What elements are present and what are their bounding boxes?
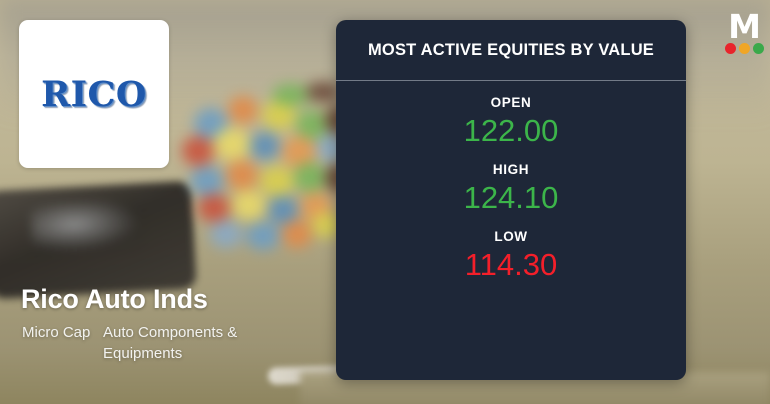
stat-value: 122.00 xyxy=(463,113,559,148)
candy-blob xyxy=(250,132,280,160)
candy-blob xyxy=(190,166,224,196)
smartphone-screen xyxy=(30,199,141,254)
candy-blob xyxy=(210,220,242,248)
company-logo-card: RICO xyxy=(19,20,169,168)
candy-blob xyxy=(214,128,250,160)
candy-blob xyxy=(312,212,340,238)
stat-value: 124.10 xyxy=(463,180,559,215)
sector-label: Auto Components & Equipments xyxy=(103,324,238,362)
candy-blob xyxy=(306,82,340,102)
stat-value: 114.30 xyxy=(464,247,558,282)
candy-blob xyxy=(246,222,280,250)
candy-blob xyxy=(282,220,312,248)
moneycontrol-dot xyxy=(724,43,736,54)
moneycontrol-dot xyxy=(738,43,750,54)
stats-card-title: MOST ACTIVE EQUITIES BY VALUE xyxy=(367,40,655,59)
candy-blob xyxy=(182,136,214,166)
stats-card-divider xyxy=(336,80,686,81)
candy-blob xyxy=(272,84,310,106)
candy-blob xyxy=(260,166,294,196)
market-cap-label: Micro Cap xyxy=(22,324,91,341)
stat-label: LOW xyxy=(494,229,528,244)
moneycontrol-dot xyxy=(752,43,764,54)
candy-blob xyxy=(228,96,258,124)
stat-label: HIGH xyxy=(492,162,530,177)
company-name: Rico Auto Inds xyxy=(21,284,208,314)
moneycontrol-dots-icon xyxy=(722,43,766,54)
stat-label: OPEN xyxy=(490,95,532,110)
candy-blob xyxy=(268,196,298,224)
candy-blob xyxy=(294,162,326,192)
stat-row: HIGH 124.10 xyxy=(336,162,686,216)
moneycontrol-logo: M xyxy=(722,7,766,58)
stat-row: OPEN 122.00 xyxy=(336,95,686,149)
company-logo-wordmark: RICO xyxy=(41,73,147,115)
company-meta-row: Micro Cap Auto Components & Equipments xyxy=(22,322,303,364)
candy-jar-object xyxy=(176,62,358,267)
stats-card: MOST ACTIVE EQUITIES BY VALUE OPEN 122.00… xyxy=(336,20,686,380)
candy-blob xyxy=(226,160,258,190)
stats-list: OPEN 122.00 HIGH 124.10 LOW 114.30 xyxy=(336,81,686,283)
candy-blob xyxy=(232,190,266,220)
stat-row: LOW 114.30 xyxy=(336,229,686,283)
smartphone-object xyxy=(0,180,197,300)
moneycontrol-m-icon: M xyxy=(728,7,761,46)
candy-blob xyxy=(198,194,230,222)
